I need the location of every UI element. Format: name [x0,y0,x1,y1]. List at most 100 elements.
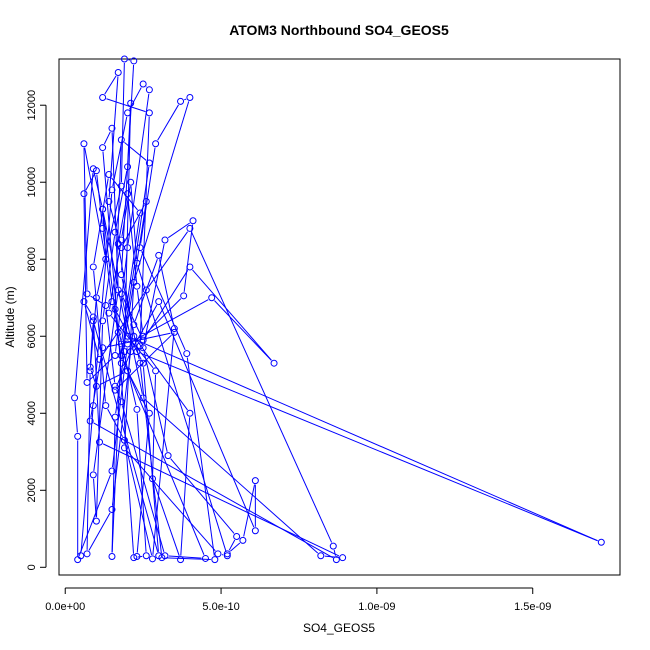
data-point [142,286,150,294]
data-point [133,282,141,290]
series-segment [86,374,91,550]
series-segment [131,337,598,542]
data-point [102,402,110,410]
series-segment [92,320,100,439]
series-segment [90,295,103,304]
data-point [170,325,178,333]
data-point [133,553,141,561]
data-point [117,182,125,190]
data-point [105,197,113,205]
x-tick-label: 5.0e-10 [202,601,239,613]
data-point [208,294,216,302]
data-point [139,80,147,88]
data-point [127,99,135,107]
series-segment [122,204,145,245]
series-segment [134,258,158,322]
series-segment [93,172,103,206]
data-point [71,394,79,402]
data-point [251,527,259,535]
data-point [86,367,94,375]
x-axis-label: SO4_GEOS5 [303,621,375,635]
series-segment [121,64,135,271]
data-point [223,552,231,560]
data-point [155,251,163,259]
data-point [139,359,147,367]
series-segment [152,332,175,555]
data-point [92,382,100,390]
series-segment [130,299,209,343]
data-point [145,109,153,117]
series-segment [111,421,116,553]
data-point [111,413,119,421]
series-segment [157,104,179,141]
data-point [142,197,150,205]
data-point [124,190,132,198]
data-point [124,367,132,375]
data-point [111,305,119,313]
x-axis: 0.0e+00 5.0e-10 1.0e-09 1.5e-09 [45,587,551,613]
x-tick-label: 1.5e-09 [514,601,551,613]
series-segment [88,512,111,551]
data-point [211,556,219,564]
data-point [223,550,231,558]
series-segment [84,147,106,256]
series-segment [116,389,121,399]
data-point [139,336,147,344]
series-segment [102,213,106,256]
data-point [133,348,141,356]
series-segment [230,542,241,552]
data-point [183,350,191,358]
series-segment [139,116,150,342]
data-point [145,159,153,167]
series-segment [102,236,116,317]
series-segment [184,98,187,101]
series-segment [104,75,117,95]
data-point [133,259,141,267]
data-point [186,263,194,271]
data-point [136,244,144,252]
series-segment [83,147,88,290]
data-point [89,402,97,410]
series-segment [121,216,140,341]
data-point [111,382,119,390]
series-segment [93,293,119,471]
data-point [111,228,119,236]
series-segment [167,222,191,239]
series-segment [127,93,150,244]
series-segment [74,172,94,394]
series-segment [228,539,236,551]
data-point [120,55,128,63]
data-point [161,236,169,244]
data-point [108,553,116,561]
data-point [117,244,125,252]
series-segment [121,166,150,352]
data-point [149,555,156,563]
data-point [180,292,188,300]
series-segment [90,370,96,383]
series-segment [102,213,128,333]
series-segment [333,549,336,556]
series-segment [93,178,109,264]
data-point [102,255,110,263]
series-segment [116,355,130,387]
data-point [99,205,107,213]
data-point [177,556,185,564]
data-point [155,298,163,306]
series-segment [186,357,215,556]
y-tick-label: 6000 [26,324,38,348]
data-point [89,263,97,271]
data-point [83,378,91,386]
data-point [214,550,222,558]
series-segment [136,290,144,333]
y-tick-label: 0 [26,564,38,570]
data-point [80,190,88,198]
series-segment [143,243,165,344]
data-point [597,538,605,546]
data-point [152,367,160,375]
series-segment [214,300,272,361]
series-segment [324,555,339,558]
data-point [117,290,125,298]
data-point [136,209,144,217]
series-segment [103,131,111,145]
series-segment [140,352,598,542]
